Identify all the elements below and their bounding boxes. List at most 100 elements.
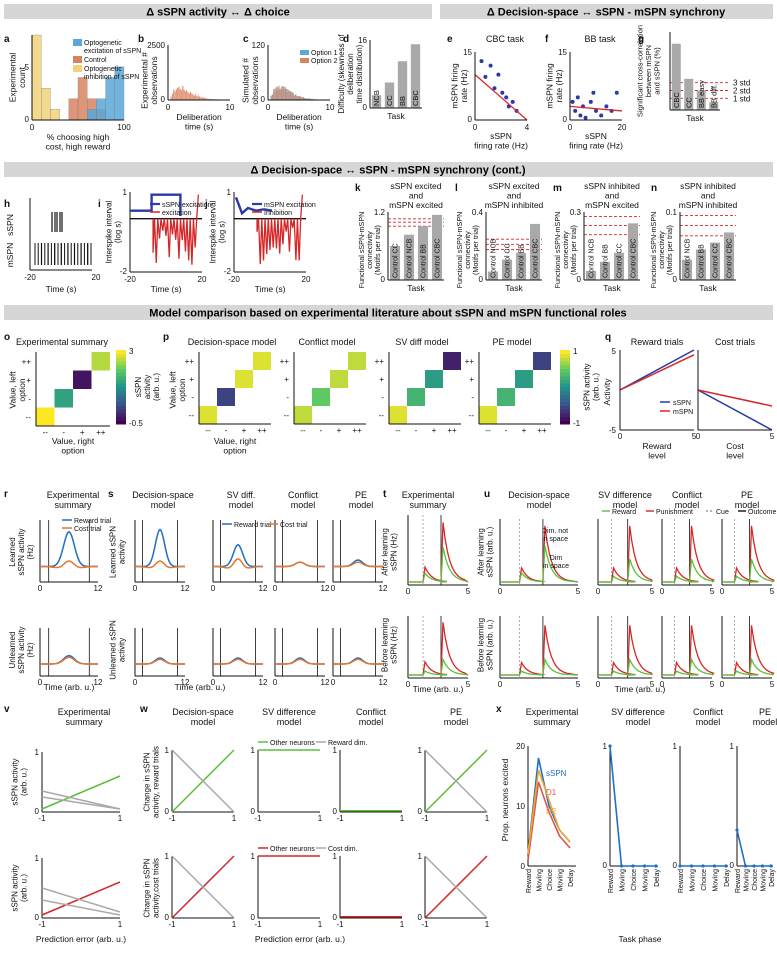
label-text: count [17, 66, 27, 87]
pe-line [424, 749, 488, 813]
trace-red [256, 194, 304, 265]
label-text: model [349, 500, 374, 510]
y-tick: ++ [280, 357, 290, 366]
bar-category-label: BB diff. [709, 84, 718, 108]
bar [417, 226, 429, 280]
label-text: Prediction error (arb. u.) [36, 934, 126, 944]
x-tick: - [505, 426, 508, 435]
bar-category-label: Control CC [505, 243, 512, 278]
heatmap-cell [348, 352, 366, 370]
histogram-bar [173, 89, 175, 100]
y-tick: 16 [358, 36, 367, 45]
heatmap-cell [515, 370, 533, 388]
y-tick: 10 [516, 802, 525, 811]
colorbar-segment [116, 383, 126, 388]
x-tick: -1 [336, 920, 344, 929]
bar [410, 44, 421, 108]
bar-category-label: Control CBC [727, 239, 734, 278]
y-tick: 1 [333, 746, 338, 755]
scatter-point [591, 90, 596, 95]
label-text: Task [603, 283, 621, 293]
label-text: Experimental summary [16, 337, 109, 347]
label-text: Experimental [7, 53, 17, 103]
panel-label: w [139, 704, 148, 715]
y-tick: 5 [612, 347, 617, 356]
histogram-bar [288, 90, 290, 100]
heatmap-cell [330, 370, 348, 388]
panel-label: i [98, 199, 101, 210]
label-text: Functional sSPN-mSPN [357, 212, 366, 289]
label-text: option [17, 378, 27, 401]
y-tick: 0 [165, 807, 170, 816]
histogram-bar [211, 98, 214, 100]
label-text: Task [686, 113, 704, 123]
y-tick: 0 [251, 807, 256, 816]
label-text: Simulated # [240, 58, 250, 103]
label-text: rate (Hz) [554, 69, 564, 102]
label-text: Change in sSPN [143, 858, 152, 917]
x-tick: 12 [181, 584, 190, 593]
y-tick: 0 [730, 861, 735, 870]
x-tick: -- [485, 426, 491, 435]
label-text: (log s) [218, 221, 227, 244]
colorbar-segment [560, 383, 570, 388]
series-line [527, 769, 571, 855]
label-text: Time (s) [255, 284, 286, 294]
label-text: sSPN inhibited [680, 181, 736, 191]
label-text: summary [533, 717, 571, 727]
bar-category-label: Control CBC [631, 239, 638, 278]
x-tick: 1 [400, 920, 405, 929]
legend-text: inhibition of sSPN [84, 74, 139, 81]
label-text: Task [387, 111, 405, 121]
legend-text: Cue [716, 509, 729, 516]
bar-category-label: Control BB [421, 244, 428, 278]
label-text: Conflict [693, 707, 724, 717]
label-text: Time (arb. u.) [413, 684, 464, 694]
section-title-2: Δ Decision-space ↔ sSPN - mSPN synchrony [487, 7, 726, 19]
activity-trace [408, 522, 469, 583]
mspn-line [619, 354, 695, 391]
label-text: in space [542, 536, 568, 543]
label-text: Change in sSPN [143, 752, 152, 811]
legend-text: mSPN excitation [264, 202, 316, 209]
x-tick: 5 [650, 680, 655, 689]
scatter-point [504, 95, 509, 100]
colorbar-segment [116, 394, 126, 399]
label-text: Interspike interval [105, 200, 114, 263]
legend-text: Inhibition [264, 210, 292, 217]
histogram-bar [196, 96, 198, 100]
label-text: (arb. u.) [592, 373, 601, 401]
x-tick: 0 [166, 103, 171, 112]
heatmap-cell [407, 388, 425, 406]
colorbar-segment [116, 387, 126, 392]
histogram-bar [170, 96, 172, 100]
x-tick: ++ [96, 428, 106, 437]
bar [709, 242, 721, 280]
section-header-bg [4, 162, 773, 177]
bar [599, 261, 611, 280]
label-text: Experimental [526, 707, 579, 717]
y-tick: 0 [603, 861, 608, 870]
category-label: Reward [678, 869, 685, 893]
heatmap-cell [425, 370, 443, 388]
scatter-point [583, 115, 588, 120]
heatmap-cell [91, 352, 110, 371]
x-tick: - [320, 426, 323, 435]
label-text: (Hz) [26, 642, 35, 657]
y-tick: - [286, 393, 289, 402]
label-text: Value, left [167, 371, 177, 409]
label-text: Decision-space [508, 490, 570, 500]
y-tick: 1 [730, 742, 735, 751]
x-tick: 12 [379, 584, 388, 593]
activity-trace [212, 558, 264, 569]
section-title-4: Model comparison based on experimental l… [149, 308, 626, 320]
category-label: Delay [769, 869, 776, 887]
x-tick: -1 [38, 814, 46, 823]
y-tick: 15 [463, 48, 472, 57]
legend-swatch [300, 58, 309, 63]
label-text: level [726, 451, 744, 461]
label-text: SV diff model [395, 337, 448, 347]
label-text: Experimental [402, 490, 455, 500]
x-tick: 5 [692, 432, 697, 441]
x-tick: 5 [770, 587, 775, 596]
